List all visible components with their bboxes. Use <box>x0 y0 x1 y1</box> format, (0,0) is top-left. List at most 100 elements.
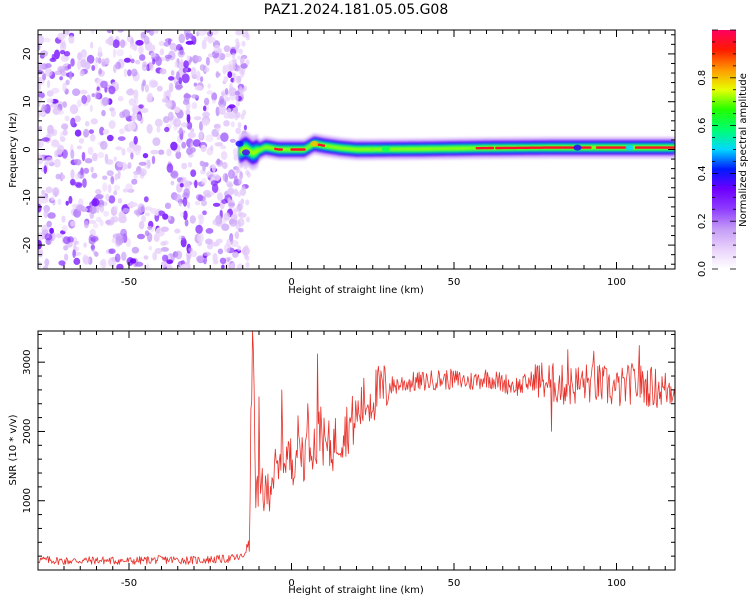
spectrogram-noise-blob <box>160 247 169 252</box>
spectrogram-noise-blob <box>164 54 173 59</box>
spectrogram-noise-blob <box>77 99 82 108</box>
spectrogram-noise-blob <box>121 251 127 261</box>
spectrogram-noise-blob <box>154 247 163 254</box>
x-tick-label: -50 <box>121 578 137 589</box>
spectrogram-noise-blob <box>164 126 170 133</box>
spectrogram-noise-blob <box>139 168 147 177</box>
spectrogram-noise-blob <box>193 82 198 87</box>
spectrogram-noise-blob <box>179 127 183 134</box>
spectrogram-noise-blob <box>45 63 52 69</box>
spectrogram-noise-blob <box>162 116 170 124</box>
spectrogram-noise-blob <box>114 173 119 181</box>
spectrogram-noise-blob <box>203 251 211 257</box>
spectrogram-noise-blob <box>180 263 188 269</box>
spectrogram-noise-blob <box>150 52 157 58</box>
spectrogram-noise-blob <box>84 220 89 229</box>
spectrogram-noise-blob <box>180 122 189 128</box>
spectrogram-noise-blob <box>180 235 186 241</box>
spectrogram-noise-blob <box>237 78 241 85</box>
spectrogram-noise-blob <box>150 44 156 52</box>
spectrogram-noise-blob <box>226 181 233 187</box>
spectrogram-noise-blob <box>69 118 75 127</box>
spectrogram-noise-blob <box>229 218 238 227</box>
spectrogram-noise-blob <box>197 194 203 202</box>
spectrogram-noise-blob <box>146 93 153 103</box>
spectrogram-noise-blob <box>203 189 212 197</box>
spectrogram-noise-blob <box>81 151 86 162</box>
spectrogram-noise-blob <box>113 184 121 191</box>
spectrogram-noise-blob <box>165 266 174 269</box>
spectrogram-noise-blob <box>152 58 156 65</box>
spectrogram-noise-blob <box>194 179 198 189</box>
spectrogram-noise-blob <box>97 46 102 56</box>
spectrogram-noise-blob <box>132 144 142 152</box>
spectrogram-noise-blob <box>46 220 52 228</box>
spectrogram-noise-blob <box>160 261 168 268</box>
x-tick-label: 100 <box>607 578 626 589</box>
spectrogram-x-axis-label: Height of straight line (km) <box>288 285 424 296</box>
spectrogram-noise-blob <box>133 170 141 175</box>
spectrogram-noise-blob <box>206 243 214 250</box>
spectrogram-noise-blob <box>116 161 124 168</box>
spectrogram-noise-blob <box>222 161 228 170</box>
spectrogram-noise-blob <box>232 148 238 157</box>
spectrogram-noise-blob <box>106 30 113 34</box>
spectrogram-noise-blob <box>44 258 50 267</box>
spectrogram-noise-blob <box>105 159 114 165</box>
spectrogram-noise-blob <box>129 43 137 50</box>
spectrogram-noise-blob <box>143 196 149 203</box>
spectrogram-noise-blob <box>90 30 95 34</box>
spectrogram-noise-blob <box>229 138 236 143</box>
spectrogram-noise-blob <box>64 253 69 261</box>
spectrogram-noise-blob <box>117 169 121 180</box>
spectrogram-noise-blob <box>232 106 239 115</box>
spectrogram-noise-blob <box>128 88 133 93</box>
spectrogram-noise-blob <box>42 265 49 269</box>
spectrogram-noise-blob <box>191 94 199 99</box>
spectrogram-noise-blob <box>166 148 172 157</box>
spectrogram-noise-blob <box>162 254 169 262</box>
spectrogram-noise-blob <box>38 156 42 164</box>
spectrogram-noise-blob <box>232 59 237 66</box>
spectrogram-band-knot <box>310 140 319 147</box>
spectrogram-noise-blob <box>199 76 204 83</box>
spectrogram-noise-blob <box>161 97 169 103</box>
spectrogram-noise-blob <box>217 248 224 255</box>
spectrogram-noise-blob <box>212 202 221 207</box>
spectrogram-noise-blob <box>211 92 218 101</box>
spectrogram-noise-blob <box>152 137 161 147</box>
spectrogram-noise-blob <box>90 243 95 252</box>
spectrogram-noise-blob <box>133 135 138 145</box>
spectrogram-noise-blob <box>79 89 88 95</box>
spectrogram-noise-blob <box>220 151 228 160</box>
spectrogram-noise-blob <box>58 260 66 266</box>
spectrogram-noise-blob <box>176 71 180 81</box>
spectrogram-noise-blob <box>46 80 51 88</box>
spectrogram-noise-blob <box>135 39 144 46</box>
spectrogram-noise-blob <box>246 216 250 223</box>
spectrogram-noise-blob <box>129 202 138 207</box>
spectrogram-noise-blob <box>107 184 112 194</box>
spectrogram-noise-blob <box>127 121 136 131</box>
spectrogram-band-core <box>316 143 326 147</box>
colorbar-tick-label: 0.0 <box>697 261 708 277</box>
spectrogram-noise-blob <box>72 249 76 258</box>
spectrogram-noise-blob <box>155 56 162 67</box>
spectrogram-noise-blob <box>106 134 114 142</box>
spectrogram-noise-blob <box>98 68 102 75</box>
spectrogram-noise-blob <box>74 240 80 245</box>
spectrogram-noise-blob <box>55 173 61 180</box>
spectrogram-noise-blob <box>180 211 184 218</box>
spectrogram-noise-blob <box>117 30 124 33</box>
spectrogram-noise-blob <box>203 36 212 42</box>
spectrogram-noise-blob <box>165 89 171 100</box>
spectrogram-noise-blob <box>201 178 207 185</box>
spectrogram-noise-blob <box>119 128 125 135</box>
spectrogram-noise-blob <box>151 155 156 165</box>
spectrogram-noise-blob <box>159 68 167 75</box>
spectrogram-noise-blob <box>227 111 236 120</box>
spectrogram-noise-blob <box>91 198 100 207</box>
spectrogram-noise-blob <box>70 169 75 180</box>
spectrogram-noise-blob <box>87 146 94 155</box>
spectrogram-y-axis-label: Frequency (Hz) <box>8 112 19 188</box>
